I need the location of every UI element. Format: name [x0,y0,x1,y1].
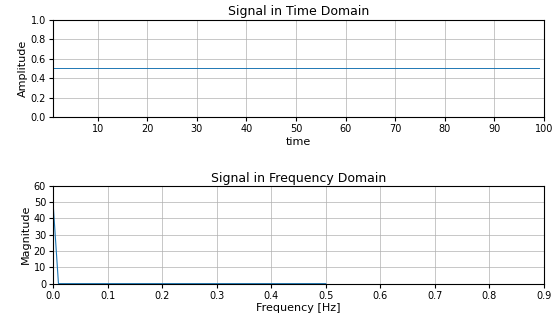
Title: Signal in Time Domain: Signal in Time Domain [228,6,369,18]
X-axis label: Frequency [Hz]: Frequency [Hz] [256,303,341,313]
Title: Signal in Frequency Domain: Signal in Frequency Domain [211,172,386,185]
Y-axis label: Magnitude: Magnitude [21,205,31,264]
Y-axis label: Amplitude: Amplitude [18,40,28,97]
X-axis label: time: time [286,137,311,147]
